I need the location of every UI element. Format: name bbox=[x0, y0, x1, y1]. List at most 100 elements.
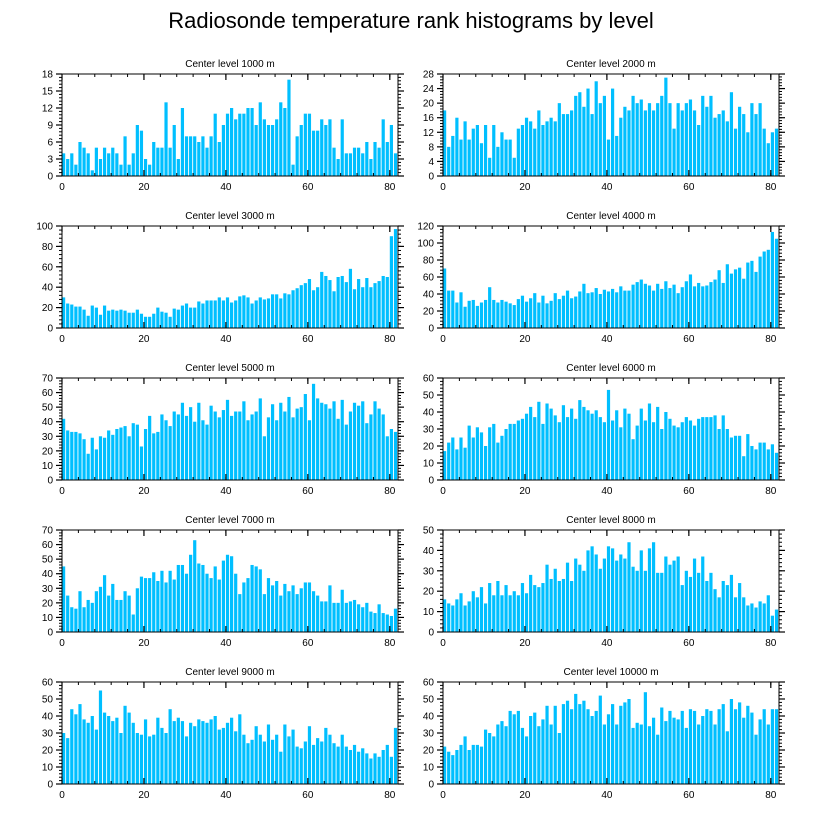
histogram-bar bbox=[344, 602, 348, 632]
histogram-bar bbox=[492, 423, 496, 480]
histogram-bar bbox=[197, 563, 201, 632]
histogram-bar bbox=[701, 95, 705, 176]
y-tick-label: 20 bbox=[42, 746, 54, 757]
histogram-bar bbox=[131, 423, 135, 480]
histogram-bar bbox=[479, 302, 484, 328]
histogram-bar bbox=[86, 153, 90, 176]
histogram-bar bbox=[168, 426, 172, 480]
histogram-bar bbox=[283, 411, 287, 480]
histogram-bar bbox=[348, 153, 353, 176]
histogram-bar bbox=[647, 285, 652, 328]
histogram-bar bbox=[651, 542, 656, 632]
histogram-bar bbox=[115, 429, 119, 480]
histogram-bar bbox=[758, 719, 762, 784]
histogram-bar bbox=[254, 566, 258, 632]
histogram-bar bbox=[62, 418, 66, 480]
histogram-bar bbox=[733, 597, 738, 632]
panel-title: Center level 6000 m bbox=[566, 363, 656, 374]
y-tick-label: 40 bbox=[42, 569, 54, 580]
histogram-bar bbox=[533, 585, 537, 632]
x-tick-label: 40 bbox=[220, 334, 232, 345]
y-tick-label: 50 bbox=[423, 526, 435, 537]
histogram-bar bbox=[184, 736, 189, 784]
histogram-bar bbox=[455, 750, 459, 784]
histogram-bar bbox=[78, 142, 82, 176]
histogram-bar bbox=[70, 304, 74, 328]
histogram-bar bbox=[324, 727, 328, 784]
histogram-bar bbox=[483, 603, 488, 632]
histogram-bar bbox=[729, 437, 734, 480]
histogram-bar bbox=[94, 147, 98, 176]
plot-frame bbox=[442, 73, 780, 177]
histogram-bar bbox=[475, 597, 479, 632]
histogram-bar bbox=[602, 289, 607, 328]
histogram-bar bbox=[340, 589, 344, 632]
histogram-bar bbox=[328, 585, 332, 632]
x-tick-label: 80 bbox=[765, 182, 777, 193]
histogram-bar bbox=[541, 719, 545, 784]
y-tick-label: 10 bbox=[423, 607, 435, 618]
histogram-panel: Center level 8000 m 0 20 40 60 80 0 10 20 30 40 50 bbox=[423, 515, 785, 649]
histogram-bar bbox=[570, 581, 574, 632]
histogram-bar bbox=[377, 147, 381, 176]
histogram-bar bbox=[598, 695, 602, 784]
histogram-bar bbox=[611, 88, 615, 176]
histogram-bar bbox=[504, 726, 508, 784]
histogram-bar bbox=[508, 139, 512, 176]
histogram-bar bbox=[738, 583, 742, 632]
histogram-bar bbox=[377, 756, 381, 784]
histogram-bar bbox=[471, 128, 475, 176]
histogram-bar bbox=[197, 719, 201, 784]
x-tick-label: 80 bbox=[765, 638, 777, 649]
histogram-bar bbox=[541, 295, 545, 328]
histogram-bar bbox=[656, 572, 660, 632]
histogram-bar bbox=[393, 608, 398, 632]
histogram-bar bbox=[266, 578, 271, 632]
y-tick-label: 80 bbox=[423, 256, 435, 267]
histogram-bar bbox=[254, 300, 258, 328]
histogram-bar bbox=[721, 704, 725, 784]
histogram-bar bbox=[606, 389, 611, 480]
histogram-bar bbox=[570, 408, 574, 480]
histogram-bar bbox=[664, 281, 668, 328]
histogram-bar bbox=[160, 414, 164, 480]
histogram-bar bbox=[275, 581, 279, 632]
histogram-bar bbox=[197, 301, 201, 328]
histogram-bar bbox=[213, 411, 217, 480]
histogram-bar bbox=[283, 293, 287, 328]
histogram-panel: Center level 2000 m 0 20 40 60 80 0 4 8 12 16 20 24 2… bbox=[423, 59, 785, 193]
histogram-bar bbox=[328, 734, 332, 784]
y-tick-label: 30 bbox=[42, 432, 54, 443]
histogram-bar bbox=[512, 591, 516, 632]
x-tick-label: 40 bbox=[220, 638, 232, 649]
y-tick-label: 40 bbox=[42, 417, 54, 428]
histogram-bar bbox=[500, 435, 504, 480]
y-tick-label: 0 bbox=[47, 476, 53, 487]
histogram-bar bbox=[201, 420, 205, 480]
histogram-bar bbox=[713, 724, 717, 784]
histogram-bar bbox=[512, 305, 516, 328]
histogram-bar bbox=[385, 744, 389, 784]
histogram-bar bbox=[488, 157, 492, 176]
histogram-bar bbox=[697, 572, 701, 632]
histogram-bar bbox=[205, 300, 209, 328]
histogram-bar bbox=[746, 262, 750, 328]
histogram-bar bbox=[635, 425, 639, 480]
histogram-bar bbox=[680, 422, 684, 480]
histogram-bar bbox=[135, 125, 139, 176]
histogram-bar bbox=[111, 721, 115, 784]
histogram-bar bbox=[197, 142, 201, 176]
histogram-bar bbox=[676, 719, 680, 784]
histogram-bar bbox=[762, 603, 766, 632]
y-tick-label: 18 bbox=[42, 70, 54, 81]
histogram-bar bbox=[336, 277, 340, 328]
histogram-bar bbox=[307, 279, 312, 328]
histogram-bar bbox=[209, 136, 213, 176]
histogram-bar bbox=[303, 283, 307, 328]
histogram-bar bbox=[352, 599, 357, 632]
histogram-bar bbox=[766, 449, 770, 480]
x-tick-label: 60 bbox=[683, 790, 695, 801]
histogram-bar bbox=[565, 562, 570, 632]
histogram-bar bbox=[688, 99, 693, 176]
histogram-bar bbox=[119, 733, 123, 784]
